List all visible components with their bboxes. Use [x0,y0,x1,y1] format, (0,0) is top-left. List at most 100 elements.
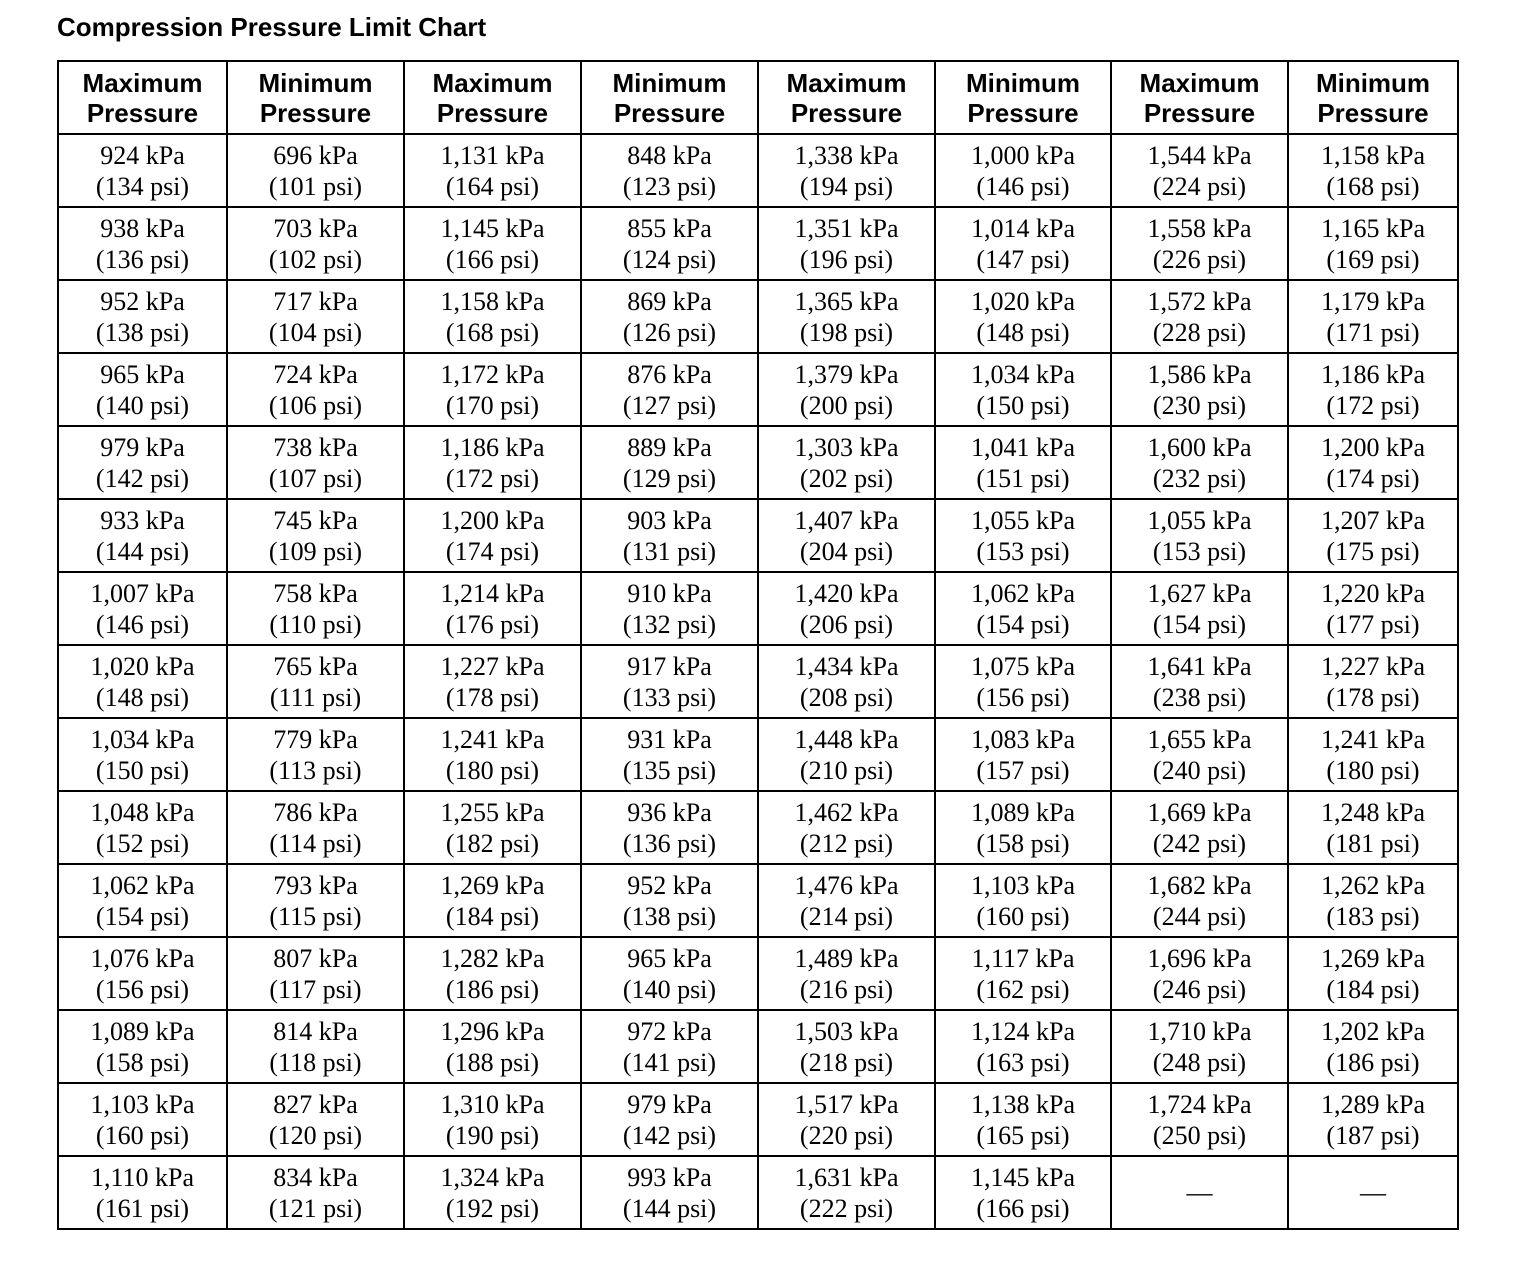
cell-text: 1,324 kPa [440,1162,545,1192]
cell-subtext: (178 psi) [1326,682,1420,712]
table-cell: 933 kPa (144 psi) [57,498,228,573]
table-cell: 1,503 kPa (218 psi) [757,1009,936,1084]
table-cell: 1,117 kPa (162 psi) [934,936,1112,1011]
table-cell: 1,282 kPa (186 psi) [403,936,582,1011]
table-cell: 1,420 kPa (206 psi) [757,571,936,646]
cell-subtext: (196 psi) [799,244,894,274]
cell-text: 1,007 kPa [90,578,195,608]
cell-subtext: (175 psi) [1326,536,1420,566]
column-header: Minimum Pressure [1287,60,1459,135]
cell-text: 1,269 kPa [440,870,545,900]
table-cell: 1,544 kPa (224 psi) [1110,133,1289,208]
table-cell: 1,296 kPa (188 psi) [403,1009,582,1084]
column-header: Maximum Pressure [757,60,936,135]
table-row: 965 kPa (140 psi) 724 kPa (106 psi) 1,172 kP… [57,352,1459,427]
cell-subtext: (208 psi) [799,682,894,712]
cell-text: 972 kPa [627,1016,712,1046]
cell-subtext: (146 psi) [95,609,190,639]
cell-text: 1,627 kPa [1147,578,1252,608]
cell-subtext: (150 psi) [95,755,190,785]
cell-subtext: (184 psi) [445,901,540,931]
table-cell: 1,262 kPa (183 psi) [1287,863,1459,938]
table-cell: 1,089 kPa (158 psi) [934,790,1112,865]
cell-text: 793 kPa [273,870,358,900]
cell-text: 1,075 kPa [971,651,1075,681]
cell-subtext: (177 psi) [1326,609,1420,639]
cell-subtext: (188 psi) [445,1047,540,1077]
cell-subtext: (171 psi) [1326,317,1420,347]
cell-subtext: (157 psi) [976,755,1070,785]
cell-text: 1,558 kPa [1147,213,1252,243]
cell-text: 855 kPa [627,213,712,243]
cell-text: 1,083 kPa [971,724,1075,754]
cell-subtext: (190 psi) [445,1120,540,1150]
cell-subtext: (158 psi) [95,1047,190,1077]
cell-subtext: (186 psi) [1326,1047,1420,1077]
cell-text: 1,641 kPa [1147,651,1252,681]
cell-subtext: (138 psi) [622,901,717,931]
cell-subtext: (166 psi) [976,1193,1070,1223]
table-cell: 738 kPa (107 psi) [226,425,405,500]
cell-text: 1,262 kPa [1321,870,1425,900]
cell-subtext: (194 psi) [799,171,894,201]
cell-subtext: (172 psi) [445,463,540,493]
cell-text: 1,241 kPa [440,724,545,754]
table-cell: 827 kPa (120 psi) [226,1082,405,1157]
cell-text: 1,682 kPa [1147,870,1252,900]
cell-text: 917 kPa [627,651,712,681]
column-header: Minimum Pressure [934,60,1112,135]
cell-text: 1,103 kPa [90,1089,195,1119]
cell-subtext: (115 psi) [269,901,362,931]
table-cell: 1,200 kPa (174 psi) [403,498,582,573]
table-cell: 1,227 kPa (178 psi) [1287,644,1459,719]
cell-text: 924 kPa [100,140,185,170]
table-title: Compression Pressure Limit Chart [57,12,487,42]
cell-subtext: (153 psi) [1152,536,1247,566]
table-row: 979 kPa (142 psi) 738 kPa (107 psi) 1,186 kP… [57,425,1459,500]
cell-subtext: (131 psi) [622,536,717,566]
table-cell: 1,110 kPa (161 psi) [57,1155,228,1230]
cell-text: 1,055 kPa [971,505,1075,535]
table-row: 1,007 kPa (146 psi) 758 kPa (110 psi) 1,214 … [57,571,1459,646]
cell-text: 910 kPa [627,578,712,608]
table-cell: 1,103 kPa (160 psi) [57,1082,228,1157]
cell-subtext: (101 psi) [268,171,363,201]
cell-subtext: (250 psi) [1152,1120,1247,1150]
table-cell: 910 kPa (132 psi) [580,571,759,646]
table-cell: 889 kPa (129 psi) [580,425,759,500]
cell-text: 1,407 kPa [794,505,899,535]
table-cell: 1,007 kPa (146 psi) [57,571,228,646]
table-cell: 793 kPa (115 psi) [226,863,405,938]
header-row: Maximum Pressure Minimum Pressure Maximum … [57,60,1459,135]
cell-subtext: (204 psi) [799,536,894,566]
table-cell: 1,220 kPa (177 psi) [1287,571,1459,646]
table-cell: 979 kPa (142 psi) [580,1082,759,1157]
table-cell: — [1287,1155,1459,1230]
table-cell: 1,020 kPa (148 psi) [934,279,1112,354]
cell-subtext: (161 psi) [95,1193,190,1223]
cell-text: 1,179 kPa [1321,286,1425,316]
table-cell: 1,124 kPa (163 psi) [934,1009,1112,1084]
cell-text: 936 kPa [627,797,712,827]
cell-text: 1,586 kPa [1147,359,1252,389]
cell-subtext: (183 psi) [1326,901,1420,931]
cell-text: 1,655 kPa [1147,724,1252,754]
table-cell: 807 kPa (117 psi) [226,936,405,1011]
table-cell: 1,145 kPa (166 psi) [934,1155,1112,1230]
cell-subtext: (172 psi) [1326,390,1420,420]
cell-text: 965 kPa [627,943,712,973]
table-cell: 917 kPa (133 psi) [580,644,759,719]
cell-subtext: (180 psi) [445,755,540,785]
cell-subtext: (156 psi) [976,682,1070,712]
table-row: 933 kPa (144 psi) 745 kPa (109 psi) 1,200 kP… [57,498,1459,573]
table-cell: 1,365 kPa (198 psi) [757,279,936,354]
cell-text: 1,020 kPa [90,651,195,681]
table-row: 1,020 kPa (148 psi) 765 kPa (111 psi) 1,227 … [57,644,1459,719]
cell-subtext: (113 psi) [269,755,362,785]
cell-text: 979 kPa [627,1089,712,1119]
cell-text: 993 kPa [627,1162,712,1192]
table-cell: 696 kPa (101 psi) [226,133,405,208]
table-cell: 1,034 kPa (150 psi) [934,352,1112,427]
cell-text: 1,724 kPa [1147,1089,1252,1119]
cell-text: — [1186,1178,1213,1207]
